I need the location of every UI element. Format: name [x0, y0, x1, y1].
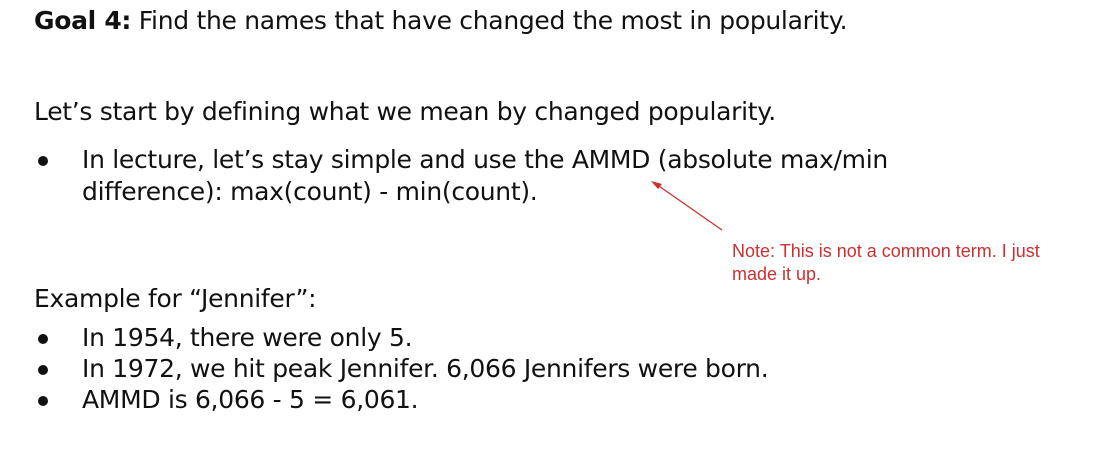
goal-text: Find the names that have changed the mos… [131, 6, 848, 35]
example-text-ammd: AMMD is 6,066 - 5 = 6,061. [82, 385, 419, 414]
bullet-icon [38, 334, 48, 344]
example-list: In 1954, there were only 5. In 1972, we … [34, 322, 769, 415]
list-item: In lecture, let’s stay simple and use th… [34, 144, 934, 208]
note-annotation: Note: This is not a common term. I just … [732, 241, 1040, 284]
definition-text: In lecture, let’s stay simple and use th… [82, 145, 888, 206]
goal-heading: Goal 4: Find the names that have changed… [34, 5, 848, 37]
list-item: In 1972, we hit peak Jennifer. 6,066 Jen… [34, 353, 769, 384]
bullet-icon [38, 365, 48, 375]
definition-list: In lecture, let’s stay simple and use th… [34, 144, 934, 208]
bullet-icon [38, 156, 48, 166]
list-item: AMMD is 6,066 - 5 = 6,061. [34, 384, 768, 415]
example-text-1972: In 1972, we hit peak Jennifer. 6,066 Jen… [82, 354, 769, 383]
example-text-1954: In 1954, there were only 5. [82, 323, 413, 352]
example-heading: Example for “Jennifer”: [34, 284, 317, 313]
list-item: In 1954, there were only 5. [34, 322, 768, 353]
intro-paragraph: Let’s start by defining what we mean by … [34, 97, 776, 126]
goal-label: Goal 4: [34, 6, 132, 35]
bullet-icon [38, 396, 48, 406]
